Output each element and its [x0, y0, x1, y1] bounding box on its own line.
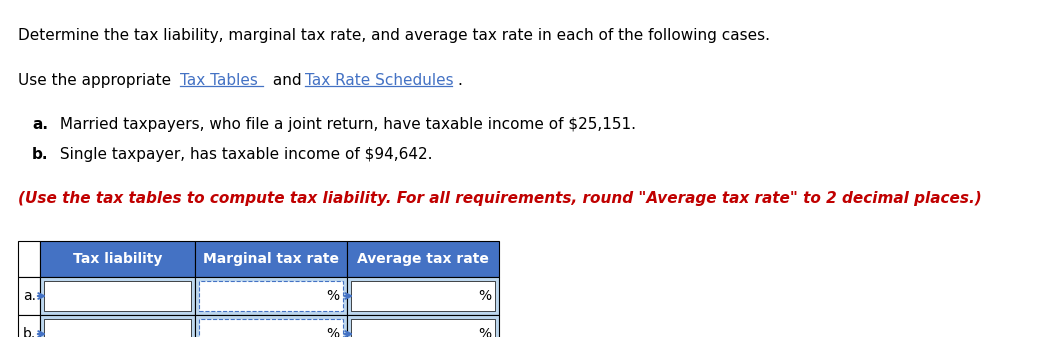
Text: Tax Tables: Tax Tables — [180, 73, 258, 88]
Bar — [18, 315, 40, 337]
Text: Determine the tax liability, marginal tax rate, and average tax rate in each of : Determine the tax liability, marginal ta… — [18, 28, 770, 43]
Bar — [347, 277, 500, 315]
Bar — [347, 241, 500, 277]
Bar — [40, 241, 195, 277]
Text: Married taxpayers, who file a joint return, have taxable income of $25,151.: Married taxpayers, who file a joint retu… — [55, 117, 636, 132]
Bar — [199, 281, 343, 311]
Text: a.: a. — [23, 289, 36, 303]
Bar — [195, 315, 347, 337]
Text: %: % — [478, 289, 491, 303]
Text: and: and — [268, 73, 306, 88]
Bar — [44, 319, 191, 337]
Text: %: % — [478, 327, 491, 337]
Text: b.: b. — [32, 147, 48, 162]
Bar — [18, 277, 40, 315]
Text: a.: a. — [32, 117, 48, 132]
Bar — [199, 319, 343, 337]
Text: Marginal tax rate: Marginal tax rate — [203, 252, 339, 266]
Bar — [40, 277, 195, 315]
Text: %: % — [326, 327, 339, 337]
Text: Average tax rate: Average tax rate — [357, 252, 489, 266]
Bar — [18, 241, 40, 277]
Text: Tax liability: Tax liability — [73, 252, 162, 266]
Bar — [40, 315, 195, 337]
Text: .: . — [457, 73, 462, 88]
Text: %: % — [326, 289, 339, 303]
Bar — [195, 277, 347, 315]
Text: Tax Rate Schedules: Tax Rate Schedules — [305, 73, 454, 88]
Text: (Use the tax tables to compute tax liability. For all requirements, round "Avera: (Use the tax tables to compute tax liabi… — [18, 191, 981, 206]
Bar — [351, 319, 495, 337]
Bar — [351, 281, 495, 311]
Bar — [347, 315, 500, 337]
Bar — [195, 241, 347, 277]
Text: b.: b. — [23, 327, 37, 337]
Text: Single taxpayer, has taxable income of $94,642.: Single taxpayer, has taxable income of $… — [55, 147, 433, 162]
Bar — [44, 281, 191, 311]
Text: Use the appropriate: Use the appropriate — [18, 73, 176, 88]
